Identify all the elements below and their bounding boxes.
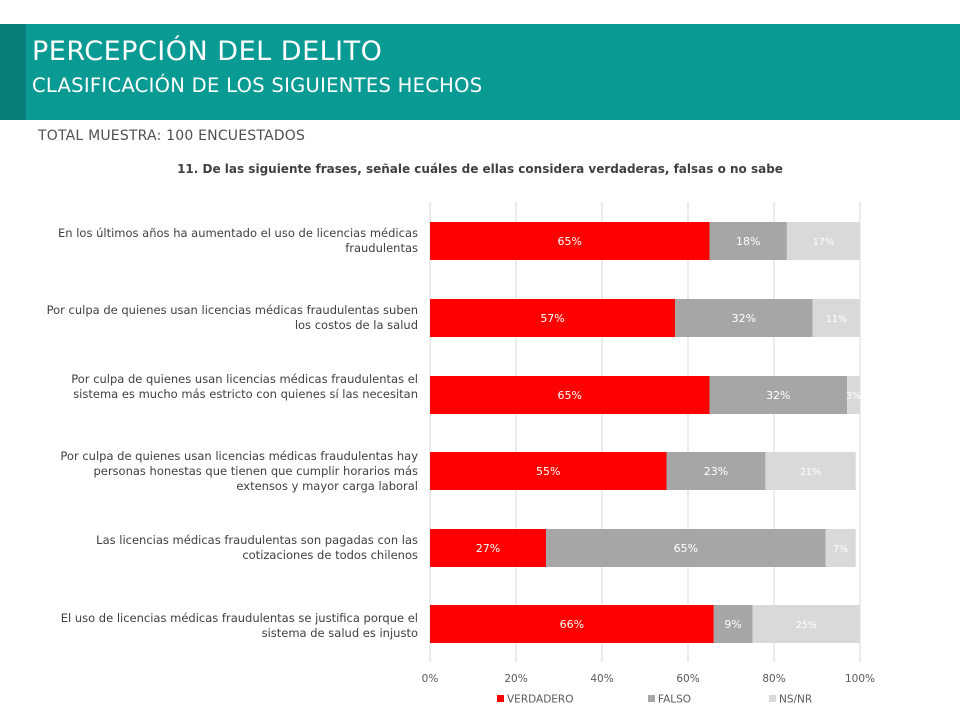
legend-swatch bbox=[769, 695, 776, 702]
bar-segment bbox=[430, 452, 667, 490]
bar-segment bbox=[709, 222, 787, 260]
category-label: Por culpa de quienes usan licencias médi… bbox=[60, 449, 418, 493]
bar-segment bbox=[546, 529, 826, 567]
data-label: 55% bbox=[536, 465, 560, 478]
data-label: 27% bbox=[476, 542, 500, 555]
bar-segment bbox=[430, 376, 710, 414]
chart-question: 11. De las siguiente frases, señale cuál… bbox=[177, 162, 783, 176]
data-label: 65% bbox=[558, 389, 582, 402]
bar-segment bbox=[752, 605, 860, 643]
category-label: Por culpa de quienes usan licencias médi… bbox=[71, 372, 418, 401]
data-label: 17% bbox=[813, 237, 834, 248]
data-label: 21% bbox=[800, 467, 821, 478]
sample-size-label: TOTAL MUESTRA: 100 ENCUESTADOS bbox=[38, 128, 306, 144]
bar-segment bbox=[847, 376, 860, 414]
x-tick-label: 80% bbox=[762, 673, 785, 685]
data-label: 32% bbox=[732, 312, 756, 325]
data-label: 66% bbox=[560, 618, 584, 631]
bar-segment bbox=[430, 605, 714, 643]
data-label: 57% bbox=[540, 312, 564, 325]
bar-segment bbox=[430, 299, 676, 337]
data-label: 11% bbox=[826, 314, 847, 325]
data-label: 7% bbox=[833, 544, 848, 555]
legend-label: VERDADERO bbox=[507, 694, 573, 706]
data-label: 23% bbox=[704, 465, 728, 478]
data-label: 32% bbox=[766, 389, 790, 402]
data-label: 3% bbox=[846, 391, 861, 402]
bar-segment bbox=[713, 605, 753, 643]
bar-segment bbox=[786, 222, 860, 260]
data-label: 65% bbox=[674, 542, 698, 555]
bar-segment bbox=[765, 452, 856, 490]
x-tick-label: 60% bbox=[676, 673, 699, 685]
legend-swatch bbox=[648, 695, 655, 702]
bar-segment bbox=[430, 222, 710, 260]
bar-segment bbox=[812, 299, 860, 337]
legend-label: NS/NR bbox=[779, 694, 812, 706]
category-label: Las licencias médicas fraudulentas son p… bbox=[96, 533, 418, 562]
x-tick-label: 100% bbox=[845, 673, 875, 685]
header-accent bbox=[0, 24, 26, 120]
data-label: 65% bbox=[558, 235, 582, 248]
data-label: 25% bbox=[796, 620, 817, 631]
data-label: 18% bbox=[736, 235, 760, 248]
x-tick-label: 20% bbox=[504, 673, 527, 685]
page-subtitle: CLASIFICACIÓN DE LOS SIGUIENTES HECHOS bbox=[32, 74, 483, 97]
bar-segment bbox=[666, 452, 766, 490]
x-tick-label: 40% bbox=[590, 673, 613, 685]
category-label: En los últimos años ha aumentado el uso … bbox=[58, 226, 418, 255]
data-label: 9% bbox=[724, 618, 741, 631]
legend-swatch bbox=[497, 695, 504, 702]
x-tick-label: 0% bbox=[422, 673, 439, 685]
bar-segment bbox=[825, 529, 856, 567]
category-label: Por culpa de quienes usan licencias médi… bbox=[46, 303, 418, 332]
header-band bbox=[0, 24, 960, 120]
bar-segment bbox=[709, 376, 848, 414]
bar-segment bbox=[675, 299, 813, 337]
category-label: El uso de licencias médicas fraudulentas… bbox=[60, 611, 418, 640]
legend-label: FALSO bbox=[658, 694, 691, 706]
bar-segment bbox=[430, 529, 547, 567]
page-title: PERCEPCIÓN DEL DELITO bbox=[32, 36, 383, 67]
